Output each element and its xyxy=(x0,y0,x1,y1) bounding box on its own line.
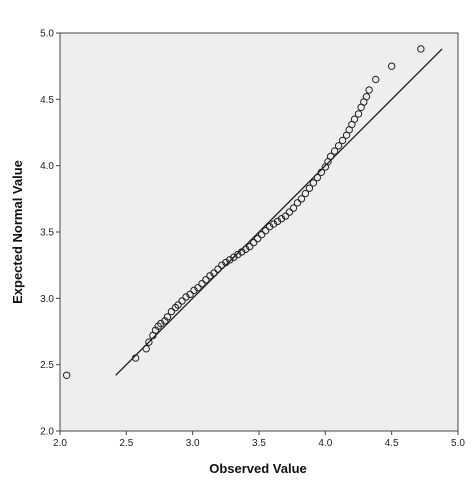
data-point xyxy=(305,184,314,192)
data-point xyxy=(372,75,380,84)
data-point xyxy=(249,238,258,247)
data-point xyxy=(334,142,343,150)
data-point xyxy=(142,345,150,353)
data-point xyxy=(338,136,347,145)
x-tick-label: 3.0 xyxy=(186,438,200,449)
data-point xyxy=(317,168,326,177)
data-point xyxy=(297,195,306,203)
data-point xyxy=(350,115,359,123)
data-point xyxy=(198,280,206,288)
data-point xyxy=(210,269,218,277)
data-point xyxy=(178,297,186,305)
data-point xyxy=(365,86,373,94)
x-axis: 2.0 2.5 3.0 3.5 4.0 4.5 5.0 xyxy=(53,431,465,449)
data-point xyxy=(330,147,339,155)
data-point xyxy=(202,276,210,284)
x-tick-label: 4.5 xyxy=(385,438,399,449)
data-point xyxy=(131,354,140,362)
data-point xyxy=(293,199,302,207)
data-point xyxy=(261,226,270,235)
x-tick-label: 3.5 xyxy=(252,438,266,449)
y-tick-label: 3.0 xyxy=(40,294,54,305)
data-point xyxy=(163,313,172,321)
data-point xyxy=(171,303,180,312)
data-point xyxy=(354,110,363,118)
x-axis-title: Observed Value xyxy=(209,461,307,476)
data-point xyxy=(214,265,222,273)
data-point xyxy=(362,92,371,101)
data-point xyxy=(167,307,176,316)
y-tick-label: 2.5 xyxy=(40,360,54,371)
data-point xyxy=(313,173,322,182)
data-point xyxy=(174,301,182,309)
y-tick-label: 3.5 xyxy=(40,228,54,239)
data-point xyxy=(145,338,153,346)
data-point xyxy=(285,208,294,216)
x-tick-label: 4.0 xyxy=(318,438,332,449)
data-points xyxy=(62,45,425,379)
y-axis-title: Expected Normal Value xyxy=(10,160,25,304)
x-tick-label: 5.0 xyxy=(451,438,465,449)
data-point xyxy=(301,189,310,198)
y-tick-label: 4.5 xyxy=(40,95,54,106)
data-point xyxy=(309,179,318,187)
data-point xyxy=(154,322,162,330)
data-point xyxy=(194,284,202,292)
data-point xyxy=(326,152,335,161)
data-point xyxy=(417,45,425,53)
y-tick-label: 5.0 xyxy=(40,29,54,40)
x-tick-label: 2.5 xyxy=(119,438,133,449)
y-axis: 2.0 2.5 3.0 3.5 4.0 4.5 5.0 xyxy=(40,29,60,438)
data-point xyxy=(62,371,71,379)
x-tick-label: 2.0 xyxy=(53,438,67,449)
data-point xyxy=(289,204,298,212)
reference-line xyxy=(115,48,443,376)
y-tick-label: 2.0 xyxy=(40,427,54,438)
data-point xyxy=(186,290,194,299)
data-point xyxy=(387,62,396,70)
data-point xyxy=(281,212,290,220)
data-point xyxy=(253,234,262,243)
data-point xyxy=(246,242,254,251)
y-tick-label: 4.0 xyxy=(40,161,54,172)
data-point xyxy=(257,230,266,239)
